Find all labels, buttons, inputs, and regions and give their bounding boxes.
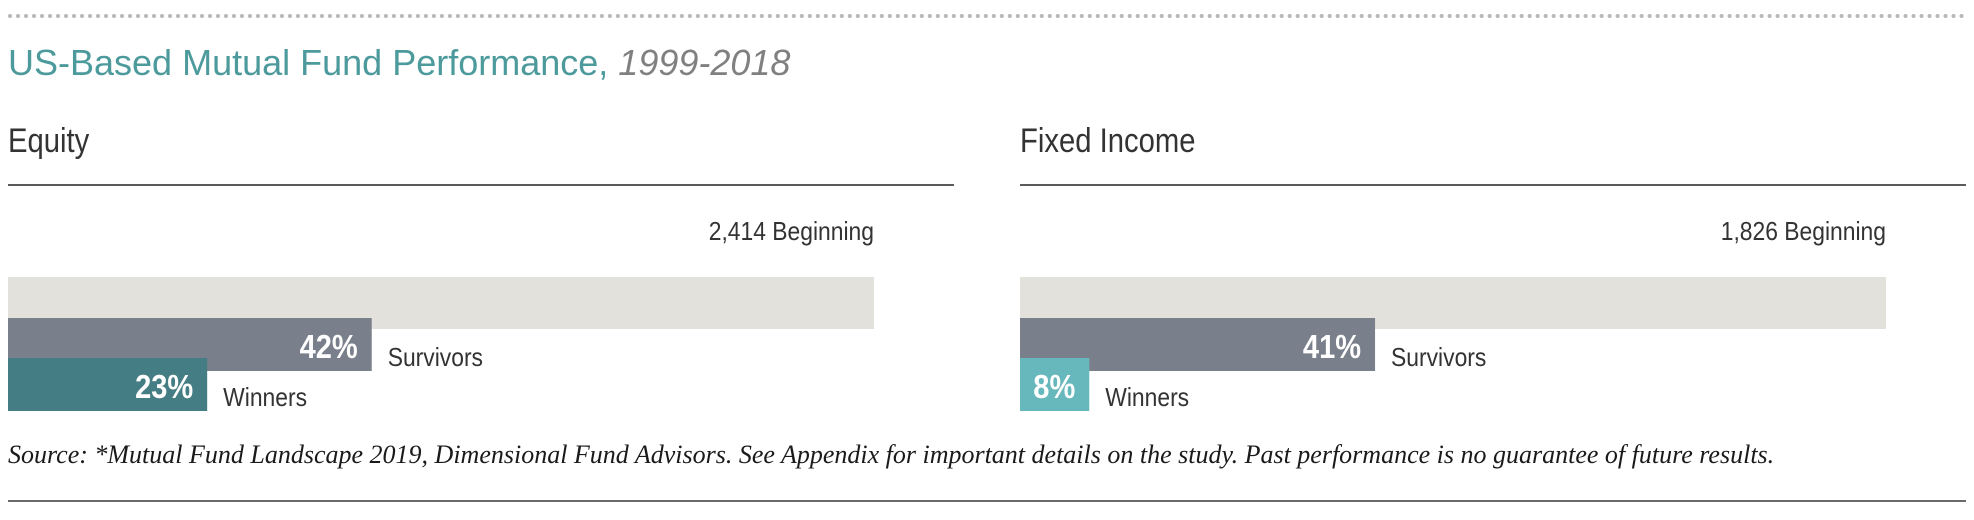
chart-title-years: 1999-2018 (618, 42, 791, 83)
fixed-income-panel-title: Fixed Income (1020, 122, 1196, 160)
equity-winners-series-label: Winners (223, 384, 307, 413)
fixed-income-panel-rule (1020, 184, 1966, 186)
fixed-income-panel: Fixed Income 1,826 Beginning 41% Survivors… (1020, 120, 1966, 412)
equity-panel-title: Equity (8, 122, 90, 160)
fixed-income-winners-value-label: 8% (1033, 368, 1075, 405)
fixed-income-survivors-series-label: Survivors (1391, 344, 1486, 373)
equity-winners-bar (8, 358, 208, 411)
equity-panel-rule (8, 184, 954, 186)
chart-title-text: US-Based Mutual Fund Performance, (8, 42, 609, 83)
fixed-income-winners-series-label: Winners (1105, 384, 1189, 413)
fixed-income-survivors-value-label: 41% (1303, 328, 1361, 365)
fixed-income-beginning-label: 1,826 Beginning (1721, 218, 1886, 247)
source-note: Source: *Mutual Fund Landscape 2019, Dim… (8, 440, 1775, 469)
equity-winners-value-label: 23% (135, 368, 193, 405)
top-dotted-divider (8, 14, 1966, 18)
chart-title: US-Based Mutual Fund Performance, 1999-2… (8, 42, 790, 84)
equity-beginning-label: 2,414 Beginning (709, 218, 874, 247)
equity-survivors-value-label: 42% (300, 328, 358, 365)
bottom-divider (8, 500, 1966, 502)
equity-survivors-series-label: Survivors (388, 344, 483, 373)
fixed-income-bar-chart: 1,826 Beginning 41% Survivors 8% Winners (1020, 218, 1886, 413)
equity-bar-chart: 2,414 Beginning 42% Survivors 23% Winners (8, 218, 874, 413)
fixed-income-winners-bar (1020, 358, 1090, 411)
equity-panel: Equity 2,414 Beginning 42% Survivors 23% Win… (8, 120, 954, 412)
